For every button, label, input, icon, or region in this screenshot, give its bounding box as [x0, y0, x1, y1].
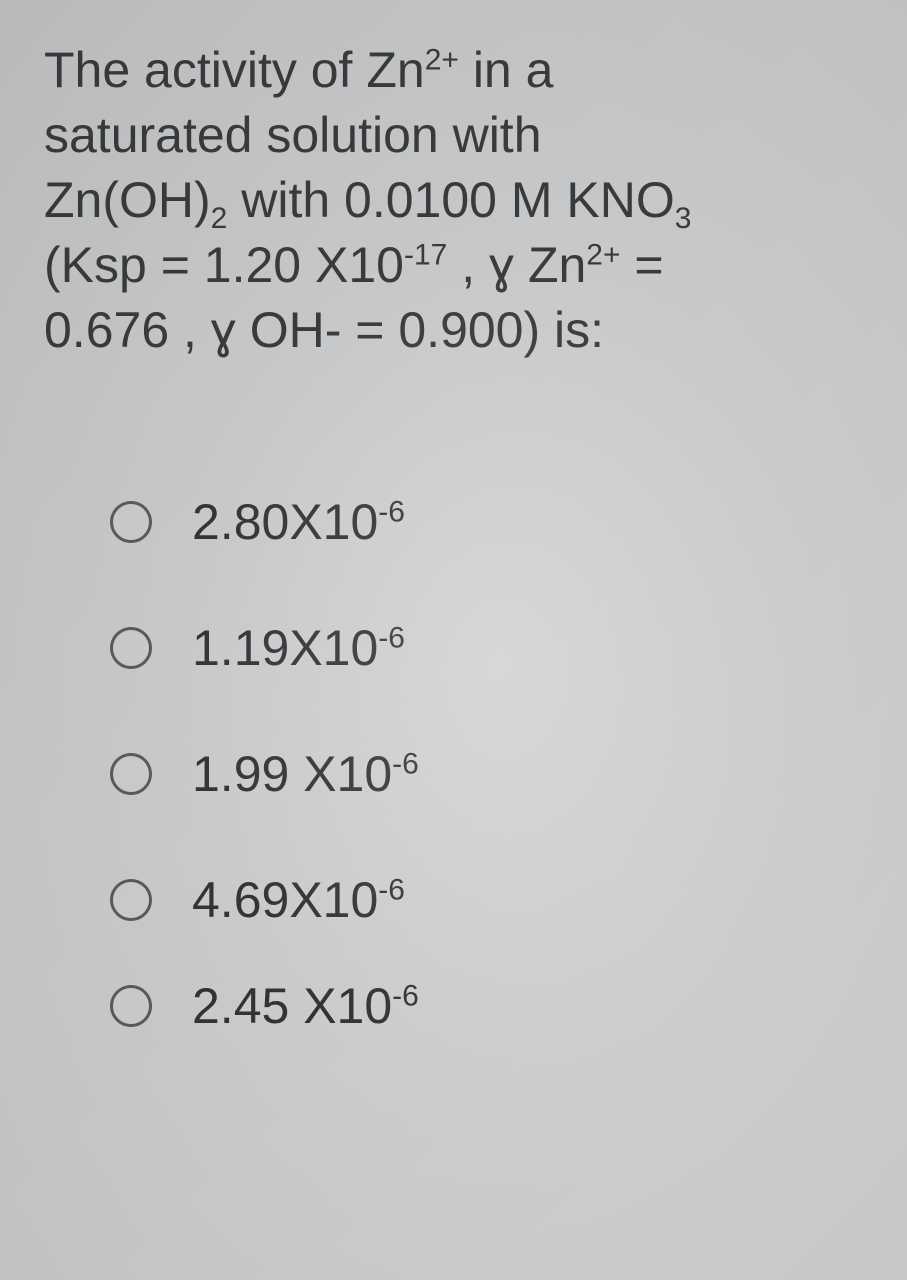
q-line4-pre: (Ksp = 1.20 X10 — [44, 237, 404, 293]
q-line1-pre: The activity of Zn — [44, 42, 425, 98]
q-line2: saturated solution with — [44, 107, 542, 163]
radio-icon — [110, 879, 152, 921]
option-3-label: 1.99 X10-6 — [192, 745, 419, 803]
option-1-base: 2.80X10 — [192, 494, 378, 550]
q-line3-pre: Zn(OH) — [44, 172, 211, 228]
options-group: 2.80X10-6 1.19X10-6 1.99 X10-6 4.69X10-6… — [0, 493, 907, 1035]
option-1-exp: -6 — [378, 495, 405, 528]
radio-icon — [110, 627, 152, 669]
option-4-label: 4.69X10-6 — [192, 871, 405, 929]
q-line3-sub2: 3 — [675, 202, 692, 235]
option-5-label: 2.45 X10-6 — [192, 977, 419, 1035]
q-line3-sub: 2 — [211, 202, 228, 235]
radio-icon — [110, 501, 152, 543]
q-line3-mid: with 0.0100 M KNO — [227, 172, 674, 228]
radio-icon — [110, 985, 152, 1027]
option-3-base: 1.99 X10 — [192, 746, 392, 802]
radio-icon — [110, 753, 152, 795]
option-2[interactable]: 1.19X10-6 — [110, 619, 907, 677]
option-4-exp: -6 — [378, 873, 405, 906]
q-line4-sup1: -17 — [404, 238, 447, 271]
question-text: The activity of Zn2+ in a saturated solu… — [0, 0, 907, 363]
option-5-base: 2.45 X10 — [192, 978, 392, 1034]
option-4[interactable]: 4.69X10-6 — [110, 871, 907, 929]
q-line4-mid: , ɣ Zn — [447, 237, 586, 293]
q-line1-sup: 2+ — [425, 43, 459, 76]
option-2-label: 1.19X10-6 — [192, 619, 405, 677]
q-line4-post: = — [621, 237, 664, 293]
option-5-exp: -6 — [392, 979, 419, 1012]
option-3[interactable]: 1.99 X10-6 — [110, 745, 907, 803]
q-line5: 0.676 , ɣ OH- = 0.900) is: — [44, 302, 604, 358]
option-5[interactable]: 2.45 X10-6 — [110, 977, 907, 1035]
q-line4-sup2: 2+ — [586, 238, 620, 271]
q-line1-post: in a — [459, 42, 554, 98]
option-4-base: 4.69X10 — [192, 872, 378, 928]
option-2-base: 1.19X10 — [192, 620, 378, 676]
option-1[interactable]: 2.80X10-6 — [110, 493, 907, 551]
option-1-label: 2.80X10-6 — [192, 493, 405, 551]
option-3-exp: -6 — [392, 747, 419, 780]
option-2-exp: -6 — [378, 621, 405, 654]
